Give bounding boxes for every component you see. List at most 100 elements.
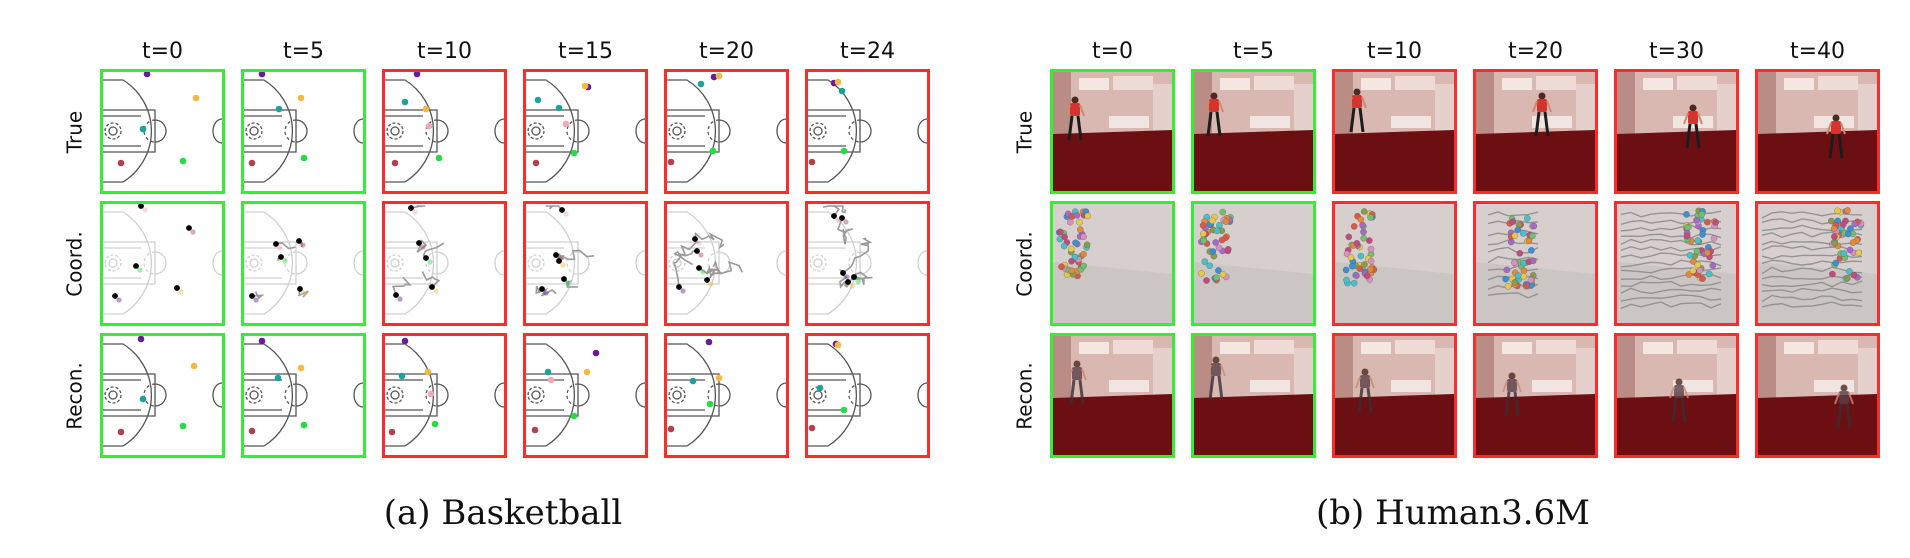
- person-figure: [1532, 92, 1552, 137]
- player-marker: [706, 400, 714, 408]
- predicted-frame: [1614, 333, 1739, 458]
- keypoint-marker: [1080, 250, 1087, 258]
- trajectory-line: [698, 259, 719, 279]
- keypoint-marker: [1503, 266, 1511, 274]
- keypoint-marker: [1342, 266, 1350, 274]
- keypoint-marker: [1058, 263, 1065, 271]
- trajectory-line: [1620, 301, 1722, 310]
- player-marker-faint: [563, 211, 569, 217]
- keypoint-marker: [1844, 230, 1852, 238]
- keypoint-marker: [1527, 276, 1535, 284]
- coordinate-point: [297, 286, 303, 292]
- predicted-frame: [664, 69, 789, 194]
- video-frame-image: [1476, 72, 1595, 191]
- person-figure: [1355, 368, 1375, 413]
- player-marker: [808, 158, 816, 166]
- keypoint-marker: [1072, 239, 1079, 247]
- keypoint-marker: [1209, 217, 1216, 225]
- keypoint-marker: [1683, 211, 1690, 218]
- player-marker: [117, 428, 125, 436]
- observed-frame: [241, 201, 366, 326]
- keypoint-marker: [1367, 214, 1374, 221]
- person-figure: [1502, 372, 1522, 417]
- keypoint-marker: [1530, 222, 1538, 230]
- player-marker-faint: [397, 296, 403, 302]
- keypoint-marker: [1366, 237, 1373, 244]
- player-marker-faint: [137, 267, 143, 273]
- keypoint-marker: [1685, 271, 1693, 278]
- keypoint-marker: [1520, 230, 1527, 237]
- row-label: True: [1012, 110, 1037, 153]
- player-marker-faint: [178, 289, 184, 295]
- coordinate-point: [539, 286, 545, 292]
- trajectory-line: [1761, 245, 1863, 252]
- predicted-frame: [805, 69, 930, 194]
- court-image: [526, 343, 645, 447]
- trajectory-line: [1620, 280, 1722, 288]
- court-image: [244, 72, 363, 183]
- keypoint-marker: [1693, 216, 1700, 224]
- coordinate-point: [112, 293, 118, 299]
- keypoint-marker: [1213, 227, 1221, 235]
- time-label: t=15: [557, 39, 614, 64]
- keypoint-marker: [1511, 279, 1519, 286]
- predicted-frame: [382, 333, 507, 458]
- coordinate-point: [840, 270, 846, 276]
- trajectory-line: [410, 205, 426, 209]
- keypoint-marker: [1350, 223, 1358, 230]
- trajectory-line: [1761, 287, 1863, 294]
- coordinate-point: [845, 279, 851, 285]
- coordinate-point: [559, 207, 565, 213]
- player-marker: [667, 158, 675, 166]
- time-label: t=5: [282, 39, 325, 64]
- trajectory-line: [1487, 264, 1539, 272]
- keypoint-marker: [1349, 263, 1356, 270]
- video-frame-image: [1335, 72, 1454, 191]
- player-marker: [570, 149, 578, 157]
- trajectory-line: [678, 240, 699, 257]
- trajectory-line: [706, 260, 744, 281]
- video-frame-image: [1617, 336, 1736, 455]
- player-marker: [840, 406, 848, 414]
- keypoint-marker: [1347, 254, 1355, 261]
- keypoint-marker: [1363, 272, 1371, 280]
- player-marker: [143, 72, 151, 78]
- keypoint-marker: [1215, 267, 1222, 274]
- player-marker-faint: [433, 288, 439, 294]
- player-marker: [248, 427, 256, 435]
- keypoint-marker: [1529, 257, 1537, 265]
- predicted-frame: [805, 201, 930, 326]
- panel-caption: (b) Human3.6M: [1316, 493, 1590, 533]
- keypoint-marker: [1509, 218, 1517, 225]
- keypoint-marker: [1367, 245, 1375, 253]
- keypoint-marker: [1361, 261, 1368, 268]
- player-marker: [139, 395, 147, 403]
- keypoint-marker: [1359, 221, 1366, 229]
- keypoint-marker: [1704, 249, 1711, 257]
- keypoint-marker: [1528, 247, 1535, 254]
- player-marker: [190, 362, 198, 370]
- time-label: t=0: [141, 39, 184, 64]
- player-marker-faint: [560, 262, 566, 268]
- player-marker-faint: [253, 297, 259, 303]
- keypoint-marker: [1060, 242, 1068, 250]
- predicted-frame: [382, 201, 507, 326]
- keypoint-marker: [1684, 224, 1691, 231]
- coordinate-point: [851, 274, 857, 280]
- person-figure: [1206, 356, 1226, 401]
- coordinate-point: [278, 254, 284, 260]
- keypoint-marker: [1360, 228, 1367, 236]
- coordinate-point: [416, 240, 422, 246]
- trajectory-line: [1761, 301, 1863, 308]
- person-figure: [1067, 360, 1087, 405]
- coordinate-point: [556, 258, 562, 264]
- panel-human36m: t=0 t=5 t=10 t=20 t=30 t=40 True Coord. Recon. (b…: [1013, 0, 1910, 558]
- court-image: [385, 205, 504, 315]
- player-marker-faint: [844, 274, 850, 280]
- player-marker: [705, 338, 713, 346]
- video-frame-image: [1053, 336, 1172, 455]
- keypoint-marker: [1705, 270, 1713, 278]
- video-frame-image: [1758, 72, 1877, 191]
- player-marker: [274, 374, 282, 382]
- player-marker: [401, 337, 409, 345]
